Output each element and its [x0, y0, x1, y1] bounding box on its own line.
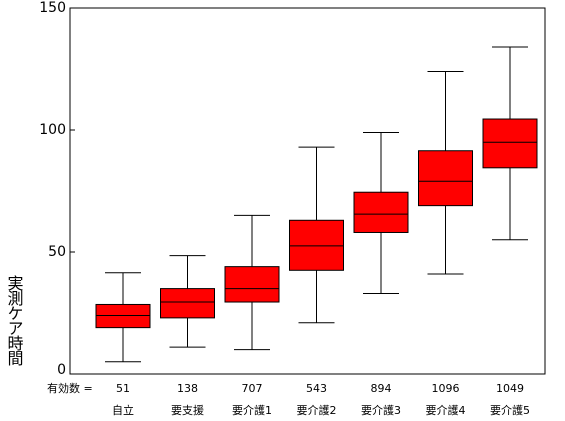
box [95, 303, 151, 329]
count-label: 51 [116, 382, 130, 395]
y-tick-label: 0 [57, 362, 66, 378]
count-label: 1049 [496, 382, 524, 395]
x-tick-label: 自立 [112, 403, 134, 417]
box [353, 191, 409, 233]
y-tick-label: 150 [39, 0, 66, 16]
count-label: 1096 [432, 382, 460, 395]
x-tick-label: 要介護3 [361, 403, 401, 417]
box [224, 266, 280, 303]
count-label: 543 [306, 382, 327, 395]
box [418, 150, 473, 207]
y-axis-label: 実測ケア時間 [5, 275, 24, 367]
x-tick-label: 要介護5 [490, 403, 530, 417]
counts-label: 有効数 = [47, 381, 93, 395]
y-tick-label: 50 [48, 244, 66, 260]
plot-frame [69, 7, 546, 375]
count-label: 138 [177, 382, 198, 395]
box [289, 219, 344, 271]
y-tick-label: 100 [39, 122, 66, 138]
x-tick-label: 要介護4 [426, 403, 466, 417]
x-tick-label: 要支援 [171, 403, 204, 417]
x-tick-label: 要介護2 [297, 403, 337, 417]
count-label: 707 [242, 382, 263, 395]
count-label: 894 [371, 382, 392, 395]
box [160, 288, 215, 319]
x-tick-label: 要介護1 [232, 403, 272, 417]
box [482, 118, 538, 169]
